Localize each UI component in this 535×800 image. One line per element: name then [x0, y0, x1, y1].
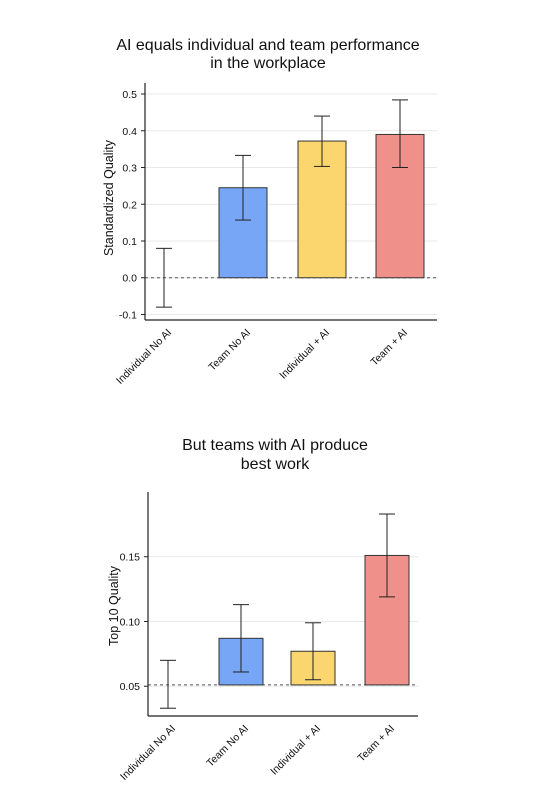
x-tick-label: Team + AI	[355, 723, 397, 765]
y-ticks: 0.05 0.10 0.15	[120, 552, 148, 693]
y-tick-label: -0.1	[119, 309, 137, 321]
chart-title-line-1: But teams with AI produce	[182, 437, 368, 454]
y-tick-label: 0.3	[122, 163, 137, 175]
x-tick-label: Individual + AI	[268, 723, 323, 778]
chart-title-line-2: in the workplace	[210, 55, 326, 72]
y-tick-label: 0.5	[122, 89, 137, 101]
y-tick-label: 0.15	[120, 552, 141, 564]
x-tick-label: Team No AI	[206, 327, 253, 374]
y-ticks: -0.1 0.0 0.1 0.2 0.3 0.4 0.5	[119, 89, 145, 321]
axes	[144, 83, 437, 321]
axes	[147, 492, 418, 717]
x-ticks: Individual No AI Team No AI Individual + A…	[114, 327, 410, 387]
error-bars	[160, 513, 395, 709]
error-bars	[156, 99, 408, 308]
y-axis-title: Standardized Quality	[102, 139, 116, 256]
y-tick-label: 0.10	[120, 616, 141, 628]
x-ticks: Individual No AI Team No AI Individual + A…	[118, 723, 397, 783]
bars	[218, 554, 410, 686]
chart-title-line-2: best work	[241, 456, 310, 473]
x-tick-label: Individual + AI	[277, 327, 332, 382]
y-tick-label: 0.05	[120, 681, 141, 693]
x-tick-label: Individual No AI	[114, 327, 174, 387]
y-tick-label: 0.2	[122, 199, 137, 211]
chart-standardized-quality: AI equals individual and team performanc…	[102, 37, 437, 387]
y-tick-label: 0.0	[122, 273, 137, 285]
y-tick-label: 0.1	[122, 236, 137, 248]
x-tick-label: Individual No AI	[118, 723, 178, 783]
x-tick-label: Team No AI	[204, 723, 251, 770]
y-axis-title: Top 10 Quality	[107, 565, 121, 646]
chart-top10-quality: But teams with AI produce best work Top …	[107, 437, 418, 783]
x-tick-label: Team + AI	[368, 327, 410, 369]
y-tick-label: 0.4	[122, 126, 137, 138]
chart-title-line-1: AI equals individual and team performanc…	[116, 37, 419, 54]
